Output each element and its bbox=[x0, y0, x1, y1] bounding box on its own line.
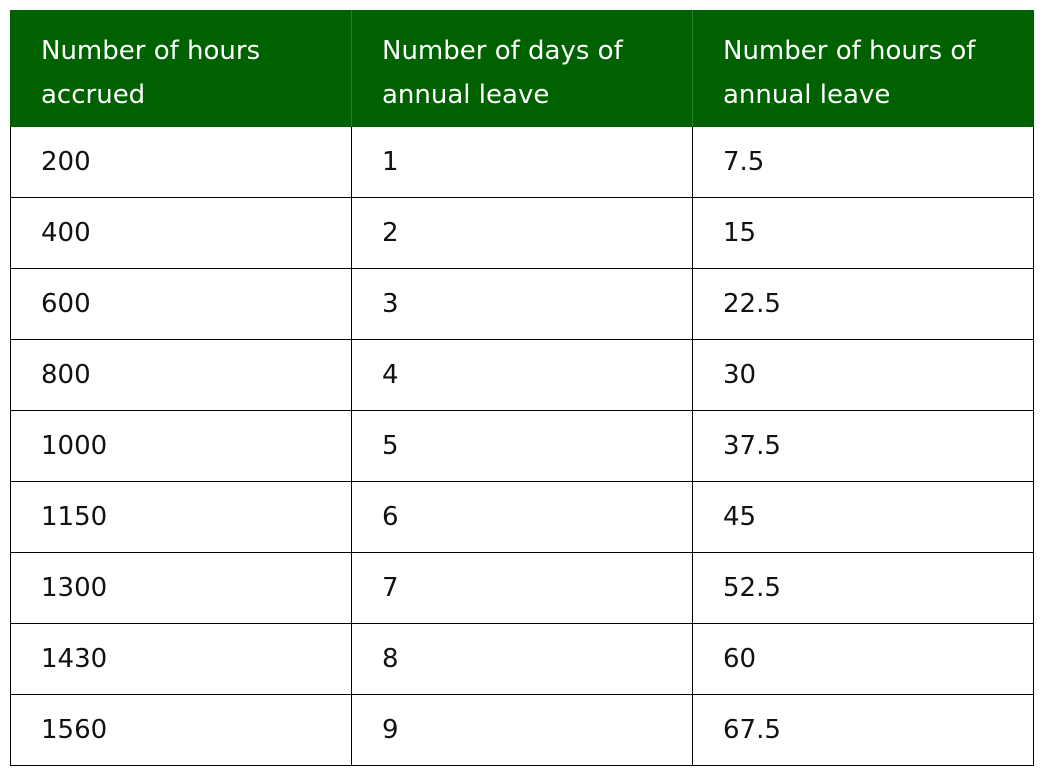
cell-days-annual-leave: 6 bbox=[351, 481, 693, 553]
cell-days-annual-leave: 9 bbox=[351, 694, 693, 766]
table-row: 1150 6 45 bbox=[10, 481, 1034, 553]
header-row: Number of hours accrued Number of days o… bbox=[10, 10, 1034, 127]
cell-days-annual-leave: 2 bbox=[351, 197, 693, 269]
table-row: 1000 5 37.5 bbox=[10, 410, 1034, 482]
cell-days-annual-leave: 5 bbox=[351, 410, 693, 482]
cell-days-annual-leave: 8 bbox=[351, 623, 693, 695]
cell-hours-annual-leave: 37.5 bbox=[692, 410, 1034, 482]
table-row: 1300 7 52.5 bbox=[10, 552, 1034, 624]
cell-hours-accrued: 1000 bbox=[10, 410, 352, 482]
cell-hours-annual-leave: 45 bbox=[692, 481, 1034, 553]
table-row: 400 2 15 bbox=[10, 197, 1034, 269]
table-row: 800 4 30 bbox=[10, 339, 1034, 411]
cell-days-annual-leave: 4 bbox=[351, 339, 693, 411]
cell-days-annual-leave: 3 bbox=[351, 268, 693, 340]
table-header: Number of hours accrued Number of days o… bbox=[10, 10, 1034, 127]
cell-hours-annual-leave: 22.5 bbox=[692, 268, 1034, 340]
table-row: 1430 8 60 bbox=[10, 623, 1034, 695]
cell-hours-accrued: 1430 bbox=[10, 623, 352, 695]
cell-days-annual-leave: 7 bbox=[351, 552, 693, 624]
cell-hours-accrued: 200 bbox=[10, 126, 352, 198]
table-body: 200 1 7.5 400 2 15 600 3 22.5 800 4 30 1… bbox=[10, 126, 1034, 766]
header-hours-accrued: Number of hours accrued bbox=[10, 10, 352, 127]
cell-hours-annual-leave: 52.5 bbox=[692, 552, 1034, 624]
cell-hours-annual-leave: 30 bbox=[692, 339, 1034, 411]
cell-hours-annual-leave: 15 bbox=[692, 197, 1034, 269]
header-days-annual-leave: Number of days of annual leave bbox=[351, 10, 693, 127]
table-row: 600 3 22.5 bbox=[10, 268, 1034, 340]
cell-hours-annual-leave: 60 bbox=[692, 623, 1034, 695]
cell-hours-accrued: 400 bbox=[10, 197, 352, 269]
annual-leave-table-container: Number of hours accrued Number of days o… bbox=[10, 10, 1034, 766]
cell-hours-accrued: 1300 bbox=[10, 552, 352, 624]
cell-hours-annual-leave: 67.5 bbox=[692, 694, 1034, 766]
table-row: 1560 9 67.5 bbox=[10, 694, 1034, 766]
cell-days-annual-leave: 1 bbox=[351, 126, 693, 198]
cell-hours-accrued: 800 bbox=[10, 339, 352, 411]
cell-hours-accrued: 600 bbox=[10, 268, 352, 340]
header-hours-annual-leave: Number of hours of annual leave bbox=[692, 10, 1034, 127]
cell-hours-accrued: 1560 bbox=[10, 694, 352, 766]
cell-hours-annual-leave: 7.5 bbox=[692, 126, 1034, 198]
cell-hours-accrued: 1150 bbox=[10, 481, 352, 553]
table-row: 200 1 7.5 bbox=[10, 126, 1034, 198]
annual-leave-table: Number of hours accrued Number of days o… bbox=[10, 10, 1034, 766]
